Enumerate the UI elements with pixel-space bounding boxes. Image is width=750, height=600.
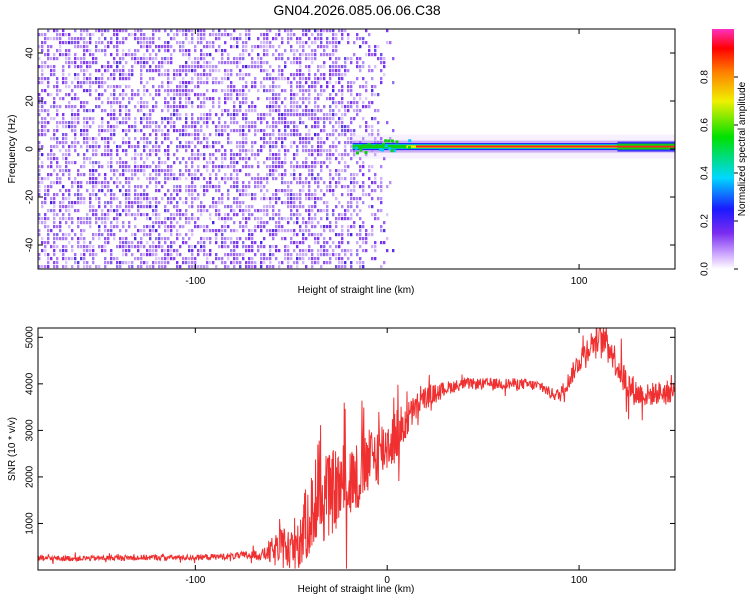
spectrogram-y-tick-label: -40 [25, 237, 36, 252]
spectrogram-y-tick-label: 0 [25, 146, 36, 152]
colorbar-tick-label: 0.6 [700, 118, 711, 132]
carrier-blob [408, 146, 411, 150]
snr-y-tick-label: 1000 [25, 512, 36, 535]
carrier-blob [367, 143, 371, 146]
carrier-blob [388, 147, 392, 151]
spectrogram-y-tick-label: 20 [25, 95, 36, 107]
spectrogram-y-tick-label: -20 [25, 189, 36, 204]
colorbar-ticks: 0.0 0.2 0.4 0.6 0.8 [700, 70, 738, 276]
carrier-blob [382, 142, 385, 146]
spectrogram-ticks: -100 100 -40 -20 0 20 40 [25, 29, 675, 287]
carrier-blob [376, 143, 380, 147]
colorbar-label: Normalized spectral amplitude [737, 81, 748, 216]
snr-y-tick-label: 4000 [25, 372, 36, 395]
spectrogram-x-tick-label: -100 [185, 276, 205, 287]
carrier-blob [390, 149, 394, 153]
carrier-blob [390, 139, 394, 143]
carrier-blob [354, 146, 358, 150]
carrier-blob [359, 148, 363, 152]
snr-x-tick-label: 0 [384, 575, 390, 586]
colorbar-gradient [712, 29, 734, 269]
carrier-blob [364, 151, 368, 155]
carrier-core-top [415, 145, 675, 148]
colorbar-tick-label: 0.8 [700, 70, 711, 84]
chart-title: GN04.2026.085.06.06.C38 [273, 2, 441, 18]
snr-y-tick-label: 5000 [25, 326, 36, 349]
carrier-blob [384, 139, 388, 143]
spectrogram-y-label: Frequency (Hz) [7, 115, 18, 184]
snr-x-tick-label: -100 [185, 575, 205, 586]
spectrogram-x-tick-label: 100 [571, 276, 588, 287]
carrier-blob [362, 144, 366, 148]
snr-panel: -100 0 100 1000 2000 3000 4000 5000 Height of s… [7, 326, 676, 595]
carrier-blob [359, 147, 363, 150]
spectrogram-y-tick-label: 40 [25, 47, 36, 59]
carrier-blob [395, 140, 399, 144]
snr-frame [37, 327, 676, 571]
spectrogram-x-label: Height of straight line (km) [298, 285, 415, 296]
colorbar-tick-label: 0.2 [700, 214, 711, 228]
carrier-blob [381, 148, 384, 152]
carrier-blob [384, 144, 388, 148]
carrier-blob [392, 149, 396, 153]
snr-series-line [38, 328, 675, 569]
carrier-blob [387, 139, 391, 143]
snr-ticks: -100 0 100 1000 2000 3000 4000 5000 [25, 326, 675, 586]
carrier-blob [408, 139, 412, 143]
colorbar-tick-label: 0.0 [700, 262, 711, 276]
colorbar-tick-label: 0.4 [700, 166, 711, 180]
carrier-blob [356, 151, 359, 155]
colorbar: 0.0 0.2 0.4 0.6 0.8 Normalized spectral ampl… [700, 29, 748, 276]
snr-x-tick-label: 100 [571, 575, 588, 586]
spectrogram-panel: -100 100 -40 -20 0 20 40 Height of straight li… [7, 28, 676, 296]
snr-y-tick-label: 3000 [25, 419, 36, 442]
carrier-blob [379, 148, 382, 151]
snr-x-label: Height of straight line (km) [298, 584, 415, 595]
snr-y-tick-label: 2000 [25, 465, 36, 488]
snr-y-label: SNR (10 * v/v) [7, 417, 18, 481]
spectrogram-heatmap [38, 29, 675, 269]
